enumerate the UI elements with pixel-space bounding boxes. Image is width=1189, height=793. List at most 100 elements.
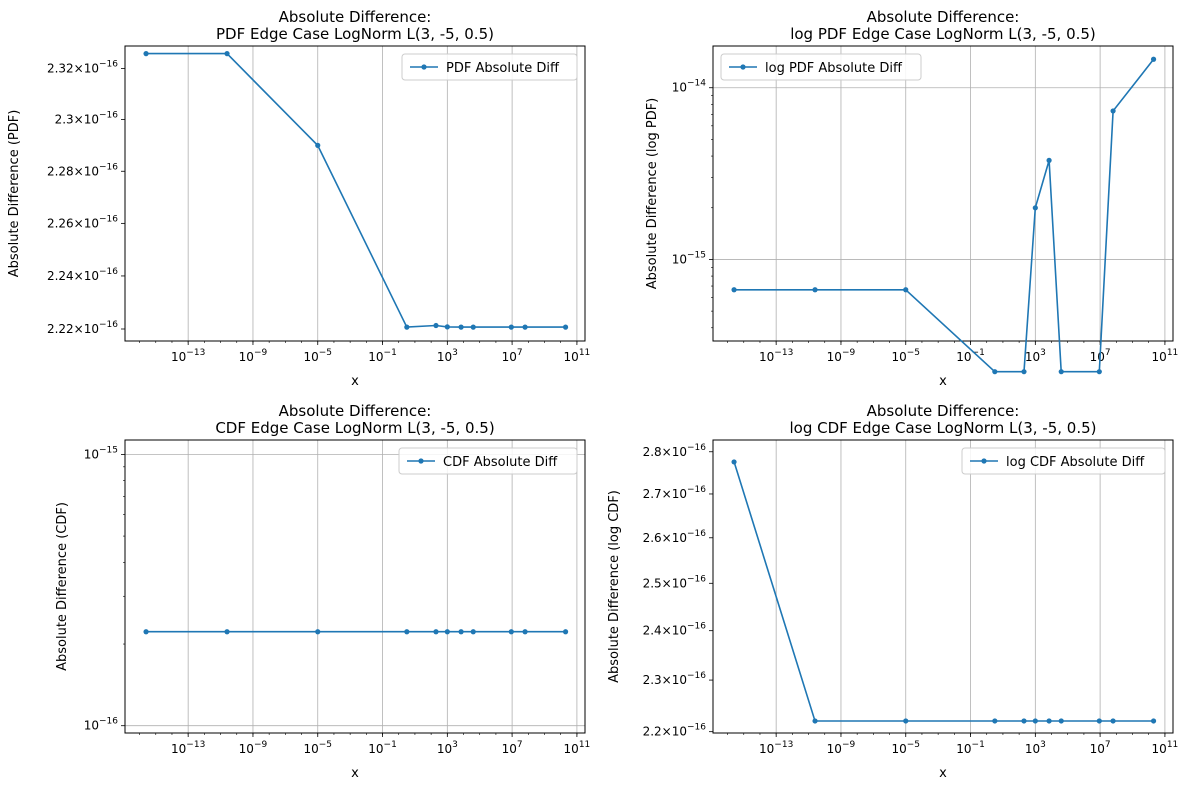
subplot-2: 10−13 10−9 10−5 10−1 103 107 1011 10−15 10−14 Abs… [645,8,1178,389]
data-point [731,459,737,465]
x-tick-label: 1011 [1152,348,1179,364]
legend: log CDF Absolute Diff [961,447,1166,475]
legend: log PDF Absolute Diff [720,53,922,81]
data-point [224,51,230,57]
data-point [315,142,321,148]
x-tick-label: 10−1 [956,740,985,756]
y-axis-label: Absolute Difference (log PDF) [645,98,660,290]
data-point [1096,369,1102,375]
data-point [562,629,569,635]
chart-title-line1: Absolute Difference: [279,8,432,26]
data-point [1046,718,1052,724]
x-tick-label: 10−5 [891,740,920,756]
grid [187,46,578,341]
y-axis-label: Absolute Difference (log CDF) [607,490,622,683]
legend-marker-swatch [421,64,427,70]
x-tick-label: 103 [437,348,458,364]
x-axis-label: x [351,766,359,781]
y-axis-label: Absolute Difference (CDF) [55,502,70,671]
data-point [433,322,439,329]
legend-marker-swatch [981,458,987,464]
y-tick-label: 2.8×10−16 [643,443,707,459]
data-point [224,629,230,635]
grid [125,440,585,733]
chart-title-line2: log PDF Edge Case LogNorm L(3, -5, 0.5) [790,25,1096,43]
legend-box [401,53,578,81]
y-tick-label: 10−15 [84,445,118,461]
data-point [1058,718,1064,724]
x-axis-label: x [351,374,359,389]
y-tick-label: 2.2×10−16 [643,723,707,739]
legend-label: PDF Absolute Diff [446,61,560,76]
y-tick-label: 10−14 [672,79,707,95]
series-line [731,459,1157,724]
y-tick-label: 10−15 [672,250,706,266]
data-point [992,369,998,375]
x-tick-label: 103 [1025,740,1046,756]
y-tick-label: 2.22×10−16 [47,320,118,336]
data-point [522,629,528,635]
data-point [404,629,410,635]
data-point [1032,205,1038,211]
x-tick-label: 10−1 [368,740,397,756]
legend-marker-swatch [740,64,746,70]
series-polyline [733,461,1154,722]
x-tick-label: 10−9 [239,348,268,364]
data-point [470,324,476,330]
data-point [404,324,410,330]
y-tick-label: 2.3×10−16 [55,111,119,127]
x-tick-label: 107 [502,348,523,364]
legend-box [961,447,1166,475]
data-point [444,629,450,635]
data-point [812,718,818,724]
data-point [1046,157,1052,163]
x-tick-label: 1011 [564,348,591,364]
axes-frame [712,439,1174,734]
x-tick-label: 10−9 [827,348,856,364]
data-point [143,629,149,635]
x-tick-label: 1011 [1152,740,1179,756]
data-point [1110,108,1116,114]
legend-box [720,53,922,81]
data-point [562,324,569,330]
chart-title-line1: Absolute Difference: [279,402,432,420]
legend: PDF Absolute Diff [401,53,578,81]
data-point [458,324,464,330]
data-point [903,718,909,724]
data-point [1021,718,1027,724]
data-point [522,324,528,330]
series-line [143,629,569,635]
x-tick-label: 10−13 [171,740,205,756]
chart-title-line2: PDF Edge Case LogNorm L(3, -5, 0.5) [216,25,494,43]
data-point [143,51,149,57]
grid [713,46,1173,341]
data-point [470,629,476,635]
x-tick-label: 10−13 [759,348,793,364]
y-tick-label: 2.6×10−16 [643,529,707,545]
x-tick-label: 107 [502,740,523,756]
x-tick-label: 1011 [564,740,591,756]
data-point [458,629,464,635]
y-tick-label: 10−16 [84,717,119,733]
data-point [1110,718,1116,724]
y-axis-label: Absolute Difference (PDF) [7,110,22,278]
data-point [731,287,737,293]
legend: CDF Absolute Diff [398,447,578,475]
data-point [903,287,909,293]
axes-frame [712,45,1174,342]
y-tick-label: 2.4×10−16 [643,622,707,638]
x-tick-label: 10−1 [368,348,397,364]
x-tick-label: 103 [437,740,458,756]
y-tick-label: 2.26×10−16 [47,214,118,230]
y-tick-label: 2.28×10−16 [47,162,118,178]
chart-title-line2: log CDF Edge Case LogNorm L(3, -5, 0.5) [789,419,1096,437]
x-axis-label: x [939,374,947,389]
series-polyline [146,52,566,328]
x-tick-label: 10−5 [303,348,332,364]
chart-title-line1: Absolute Difference: [867,402,1020,420]
data-point [1096,718,1102,724]
grid [775,440,1166,733]
data-point [508,324,514,330]
data-point [992,718,998,724]
